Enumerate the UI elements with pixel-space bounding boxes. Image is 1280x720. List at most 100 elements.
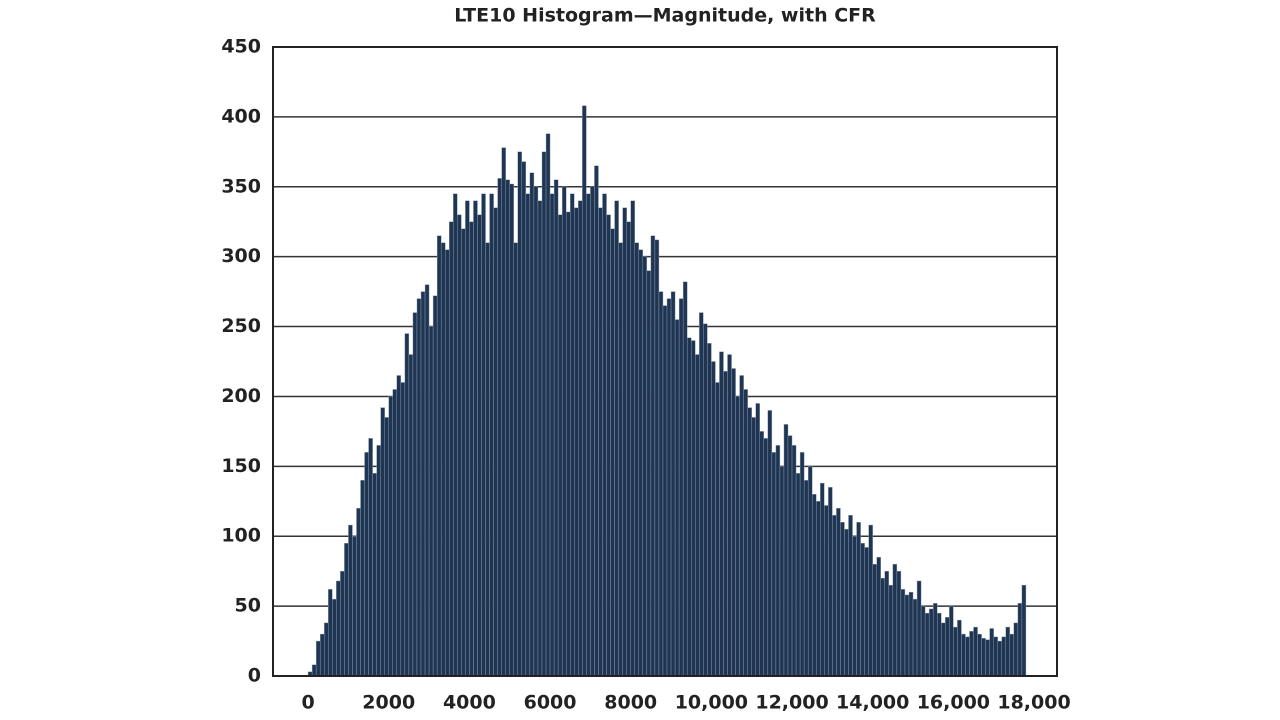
bar bbox=[319, 633, 325, 677]
x-tick-label: 8000 bbox=[604, 692, 657, 714]
bar bbox=[638, 249, 644, 677]
bar bbox=[856, 522, 861, 677]
bar bbox=[820, 482, 825, 677]
bar bbox=[703, 323, 708, 677]
y-tick-label: 350 bbox=[221, 175, 261, 197]
bar bbox=[941, 622, 946, 677]
bar bbox=[670, 291, 676, 677]
bar bbox=[876, 556, 881, 677]
bar bbox=[848, 515, 853, 677]
y-tick-label: 150 bbox=[221, 455, 261, 477]
bar bbox=[432, 295, 438, 677]
bar bbox=[392, 389, 398, 677]
bar bbox=[779, 466, 785, 677]
bar bbox=[1001, 636, 1006, 677]
bar bbox=[783, 424, 789, 677]
bar bbox=[892, 563, 898, 677]
bar bbox=[812, 494, 817, 677]
bar bbox=[461, 228, 466, 677]
bar bbox=[336, 580, 341, 677]
bar bbox=[533, 186, 539, 677]
bar bbox=[900, 589, 906, 677]
bar bbox=[787, 435, 793, 677]
bar bbox=[505, 179, 510, 677]
y-tick-label: 50 bbox=[235, 595, 261, 617]
bar bbox=[699, 312, 704, 677]
bar bbox=[473, 200, 478, 677]
x-tick-label: 16,000 bbox=[917, 692, 990, 714]
bar bbox=[315, 640, 321, 677]
bar bbox=[622, 207, 627, 677]
bar bbox=[924, 612, 930, 677]
bar bbox=[404, 333, 410, 677]
bar bbox=[541, 151, 547, 677]
bar bbox=[989, 628, 994, 677]
bar bbox=[973, 626, 978, 677]
bar bbox=[324, 622, 329, 677]
bar bbox=[803, 480, 809, 677]
bar bbox=[485, 242, 490, 677]
bar bbox=[453, 193, 458, 677]
bar bbox=[408, 354, 414, 677]
bar bbox=[416, 298, 422, 677]
bar bbox=[707, 343, 712, 677]
bar bbox=[521, 161, 527, 677]
x-tick-label: 10,000 bbox=[675, 692, 748, 714]
bar bbox=[965, 636, 970, 677]
bar bbox=[969, 631, 974, 677]
bar bbox=[517, 151, 523, 677]
bar bbox=[852, 536, 857, 677]
bar bbox=[642, 256, 648, 677]
bar bbox=[578, 200, 583, 677]
bar bbox=[586, 193, 591, 677]
y-tick-label: 0 bbox=[248, 665, 261, 687]
bar bbox=[775, 445, 781, 677]
bar bbox=[352, 536, 357, 677]
bar bbox=[457, 214, 462, 677]
bar bbox=[582, 105, 587, 677]
bar bbox=[489, 193, 494, 677]
bar bbox=[465, 200, 470, 677]
bar bbox=[896, 570, 902, 677]
bar bbox=[400, 382, 406, 677]
bar bbox=[977, 633, 982, 677]
bar bbox=[614, 200, 619, 677]
bar bbox=[872, 563, 877, 677]
bar bbox=[440, 242, 446, 677]
bar bbox=[799, 452, 805, 677]
bar bbox=[997, 640, 1002, 677]
bar bbox=[420, 291, 426, 677]
bar bbox=[795, 473, 801, 677]
bar bbox=[682, 281, 688, 677]
bar bbox=[311, 664, 317, 677]
bar bbox=[1013, 622, 1019, 677]
bar bbox=[610, 228, 615, 677]
bar bbox=[949, 605, 954, 677]
bar bbox=[844, 529, 849, 677]
bar bbox=[529, 172, 535, 677]
bar bbox=[1009, 633, 1015, 677]
bar bbox=[553, 179, 559, 677]
y-tick-label: 250 bbox=[221, 315, 261, 337]
y-tick-label: 200 bbox=[221, 385, 261, 407]
bar bbox=[436, 235, 442, 677]
bar bbox=[372, 473, 377, 677]
bar bbox=[695, 354, 700, 677]
bar bbox=[1005, 626, 1011, 677]
bar bbox=[590, 186, 595, 677]
bar bbox=[561, 186, 567, 677]
bar bbox=[525, 193, 531, 677]
bar bbox=[364, 452, 369, 677]
bar bbox=[509, 183, 514, 677]
bar bbox=[574, 207, 579, 677]
bar bbox=[630, 200, 635, 677]
bar bbox=[594, 165, 599, 677]
bar bbox=[384, 417, 389, 677]
bar bbox=[723, 371, 728, 677]
bar bbox=[816, 501, 821, 677]
bar bbox=[932, 603, 938, 677]
y-tick-label: 400 bbox=[221, 105, 261, 127]
bar bbox=[937, 612, 942, 677]
bar bbox=[916, 580, 922, 677]
bar bbox=[493, 207, 498, 677]
